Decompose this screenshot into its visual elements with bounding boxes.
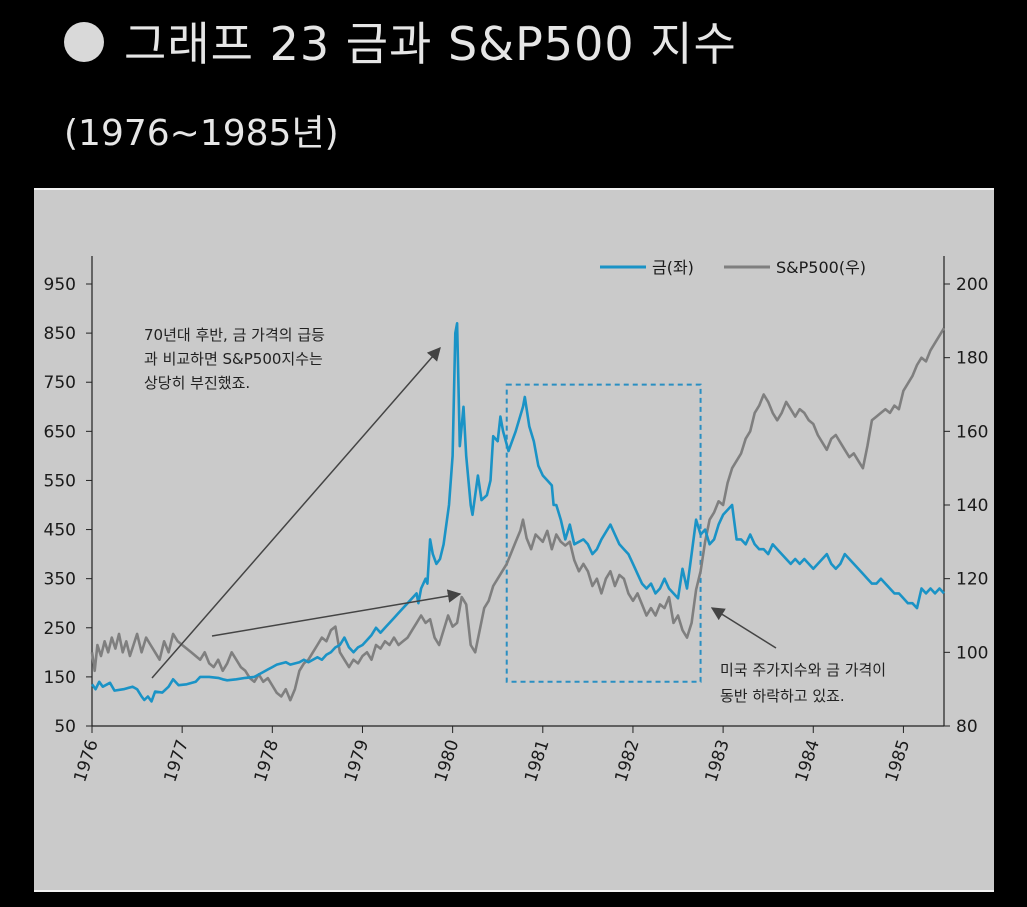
- left-tick-label: 450: [44, 521, 76, 541]
- annotation-1-line: 과 비교하면 S&P500지수는: [144, 350, 323, 368]
- left-tick-label: 250: [44, 619, 76, 639]
- x-tick-label: 1980: [431, 737, 463, 784]
- chart-panel: 950 850 750 650 550 450 350 250 150 50 200 180 160 14…: [34, 188, 994, 892]
- left-tick-label: 50: [54, 717, 76, 737]
- left-tick-label: 950: [44, 275, 76, 295]
- left-tick-label: 550: [44, 471, 76, 491]
- legend-gold-label: 금(좌): [652, 258, 694, 277]
- right-tick-label: 100: [956, 643, 988, 663]
- annotation-1-arrow-b: [211, 589, 462, 637]
- gold-sp500-chart: 950 850 750 650 550 450 350 250 150 50 200 180 160 14…: [44, 256, 988, 785]
- annotation-2-arrow: [710, 607, 777, 649]
- annotation-1-line: 70년대 후반, 금 가격의 급등: [144, 326, 325, 344]
- x-tick-label: 1983: [701, 737, 733, 784]
- x-tick-label: 1981: [521, 737, 553, 784]
- x-tick-label: 1984: [792, 737, 824, 784]
- annotation-2-line: 미국 주가지수와 금 가격이: [720, 661, 886, 679]
- right-tick-label: 180: [956, 349, 988, 369]
- left-tick-label: 650: [44, 422, 76, 442]
- right-tick-label: 140: [956, 496, 988, 516]
- x-tick-label: 1977: [161, 737, 193, 784]
- annotation-1-arrow-a: [151, 346, 441, 679]
- gold-series-line: [90, 322, 945, 703]
- annotation-1-line: 상당히 부진했죠.: [144, 374, 250, 392]
- left-tick-label: 150: [44, 668, 76, 688]
- page-subtitle: (1976~1985년): [64, 113, 339, 154]
- sp500-series-line: [90, 327, 946, 702]
- x-tick-label: 1979: [341, 737, 373, 784]
- right-tick-label: 120: [956, 570, 988, 590]
- x-tick-label: 1982: [611, 737, 643, 784]
- title-row: 그래프 23 금과 S&P500 지수: [64, 6, 737, 76]
- right-tick-label: 200: [956, 275, 988, 295]
- legend-sp500-label: S&P500(우): [776, 258, 866, 277]
- left-tick-label: 750: [44, 373, 76, 393]
- right-tick-label: 80: [956, 717, 978, 737]
- page-title: 그래프 23 금과 S&P500 지수: [124, 17, 737, 71]
- x-tick-label: 1976: [70, 737, 102, 784]
- x-tick-label: 1985: [882, 737, 914, 784]
- bullet-icon: [64, 22, 104, 62]
- x-tick-label: 1978: [251, 737, 283, 784]
- annotation-2-line: 동반 하락하고 있죠.: [720, 687, 845, 705]
- left-tick-label: 350: [44, 570, 76, 590]
- right-tick-label: 160: [956, 422, 988, 442]
- left-tick-label: 850: [44, 324, 76, 344]
